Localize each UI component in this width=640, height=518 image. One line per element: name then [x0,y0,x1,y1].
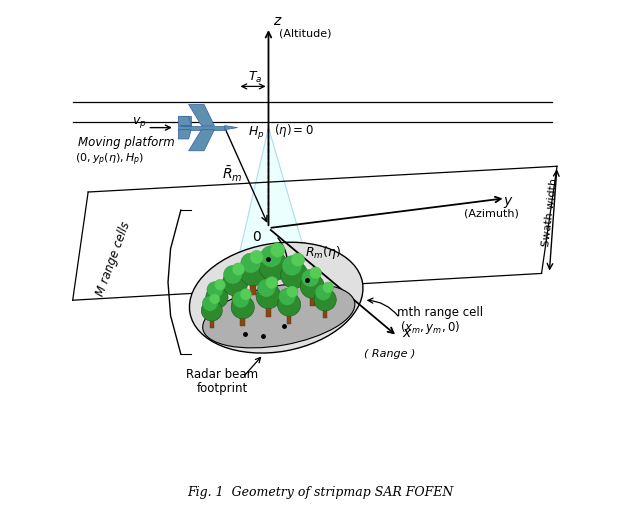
Text: mth range cell: mth range cell [397,306,483,319]
Circle shape [314,289,336,311]
Circle shape [300,274,324,298]
Circle shape [301,269,319,287]
Polygon shape [215,305,219,316]
Text: $(\eta )=0$: $(\eta )=0$ [274,122,314,139]
Circle shape [291,253,305,267]
Circle shape [256,284,281,309]
Text: (Altitude): (Altitude) [279,28,332,38]
Text: Radar beam: Radar beam [186,367,258,381]
Circle shape [323,282,333,293]
Polygon shape [179,130,191,139]
Polygon shape [210,317,214,328]
Circle shape [207,282,223,298]
Text: $R_m(\eta)$: $R_m(\eta)$ [305,244,340,262]
Text: Moving platform: Moving platform [78,136,175,149]
Polygon shape [232,292,237,304]
Text: $x$: $x$ [403,326,413,340]
Polygon shape [287,312,291,324]
Polygon shape [291,284,297,297]
Circle shape [266,277,278,289]
Text: M range cells: M range cells [93,220,132,298]
Polygon shape [179,125,225,130]
Text: Swath width: Swath width [541,178,560,248]
Polygon shape [189,130,214,151]
Circle shape [214,279,225,291]
Polygon shape [323,307,328,319]
Text: $z$: $z$ [273,13,282,27]
Ellipse shape [189,242,363,353]
Circle shape [241,253,260,273]
Circle shape [202,296,218,311]
Polygon shape [310,294,315,306]
Circle shape [257,279,275,297]
Circle shape [222,270,248,296]
Polygon shape [225,125,237,130]
Polygon shape [241,314,245,326]
Circle shape [231,296,254,319]
Circle shape [282,256,302,276]
Text: $y$: $y$ [503,195,514,210]
Polygon shape [250,281,256,295]
Text: $v_p$: $v_p$ [132,114,147,130]
Polygon shape [266,305,271,317]
Text: $H_p$: $H_p$ [248,124,264,141]
Circle shape [270,243,285,257]
Circle shape [232,263,244,276]
Text: footprint: footprint [196,382,248,395]
Circle shape [278,293,301,316]
Circle shape [250,250,264,264]
Circle shape [240,289,252,300]
Circle shape [202,300,222,321]
Polygon shape [181,116,191,125]
Text: $\bar{R}_m$: $\bar{R}_m$ [222,164,243,183]
Circle shape [239,258,267,286]
Circle shape [206,286,228,308]
Circle shape [280,261,308,289]
Circle shape [310,267,321,279]
Polygon shape [271,276,276,291]
Text: (Azimuth): (Azimuth) [464,209,519,219]
Text: $T_a$: $T_a$ [248,70,262,85]
Text: ( Range ): ( Range ) [364,349,415,359]
Circle shape [223,265,242,284]
Text: $(x_m, y_m, 0)$: $(x_m, y_m, 0)$ [400,319,460,336]
Text: Fig. 1  Geometry of stripmap SAR FOFEN: Fig. 1 Geometry of stripmap SAR FOFEN [187,486,453,499]
Text: $0$: $0$ [252,230,262,244]
Polygon shape [230,127,317,295]
Circle shape [286,286,298,298]
Circle shape [260,246,282,267]
Circle shape [209,294,220,304]
Circle shape [278,289,296,306]
Text: $( 0 , y_p(\eta) , H_p)$: $( 0 , y_p(\eta) , H_p)$ [76,152,145,168]
Circle shape [315,284,332,300]
Polygon shape [179,116,191,125]
Ellipse shape [203,283,355,348]
Circle shape [232,291,250,308]
Polygon shape [189,105,214,125]
Circle shape [259,252,288,281]
